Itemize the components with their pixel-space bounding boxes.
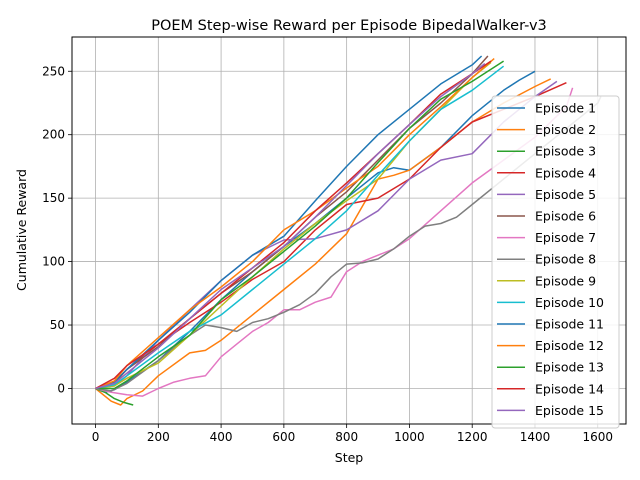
legend: Episode 1 Episode 2 Episode 3 Episode 4 Epis…: [491, 95, 620, 429]
x-tick-label: 1000: [394, 430, 425, 444]
legend-label: Episode 13: [535, 360, 604, 375]
series-line-episode-13: [95, 60, 505, 390]
series-line-episode-8: [95, 96, 602, 392]
legend-label: Episode 1: [535, 101, 596, 116]
plot-frame: [71, 36, 627, 425]
x-axis-label: Step: [335, 450, 364, 465]
x-tick-label: 1600: [582, 430, 613, 444]
y-tick-label: 250: [42, 64, 65, 78]
y-tick-label: 150: [42, 191, 65, 205]
x-tick-label: 1200: [457, 430, 488, 444]
legend-label: Episode 14: [535, 381, 604, 396]
legend-label: Episode 8: [535, 252, 596, 267]
legend-label: Episode 15: [535, 403, 604, 418]
x-tick-label: 800: [335, 430, 358, 444]
series-line-episode-10: [95, 65, 505, 390]
x-tick-label: 0: [92, 430, 100, 444]
x-tick-label: 600: [272, 430, 295, 444]
series-line-episode-7: [95, 87, 574, 397]
x-tick-label: 1400: [520, 430, 551, 444]
y-tick-label: 50: [50, 318, 65, 332]
series-line-episode-14: [95, 60, 492, 390]
chart-title: POEM Step-wise Reward per Episode Bipeda…: [151, 18, 547, 34]
y-tick-label: 100: [42, 255, 65, 269]
series-line-episode-15: [95, 63, 486, 390]
legend-label: Episode 7: [535, 230, 596, 245]
series-line-episode-12: [95, 58, 495, 390]
legend-label: Episode 12: [535, 338, 604, 353]
legend-label: Episode 9: [535, 273, 596, 288]
legend-label: Episode 10: [535, 295, 604, 310]
series-layer: [95, 55, 602, 406]
ticks: 0 200 400 600 800 1000 1200 1400 1600 0 50 100 150 20…: [42, 64, 613, 444]
legend-label: Episode 6: [535, 209, 596, 224]
series-line-episode-3: [95, 387, 134, 406]
legend-label: Episode 2: [535, 122, 596, 137]
legend-label: Episode 4: [535, 165, 596, 180]
x-tick-label: 200: [147, 430, 170, 444]
legend-label: Episode 3: [535, 144, 596, 159]
y-tick-label: 0: [57, 381, 65, 395]
y-axis-label: Cumulative Reward: [14, 169, 29, 291]
legend-label: Episode 11: [535, 317, 604, 332]
y-tick-label: 200: [42, 128, 65, 142]
legend-label: Episode 5: [535, 187, 596, 202]
x-tick-label: 400: [210, 430, 233, 444]
